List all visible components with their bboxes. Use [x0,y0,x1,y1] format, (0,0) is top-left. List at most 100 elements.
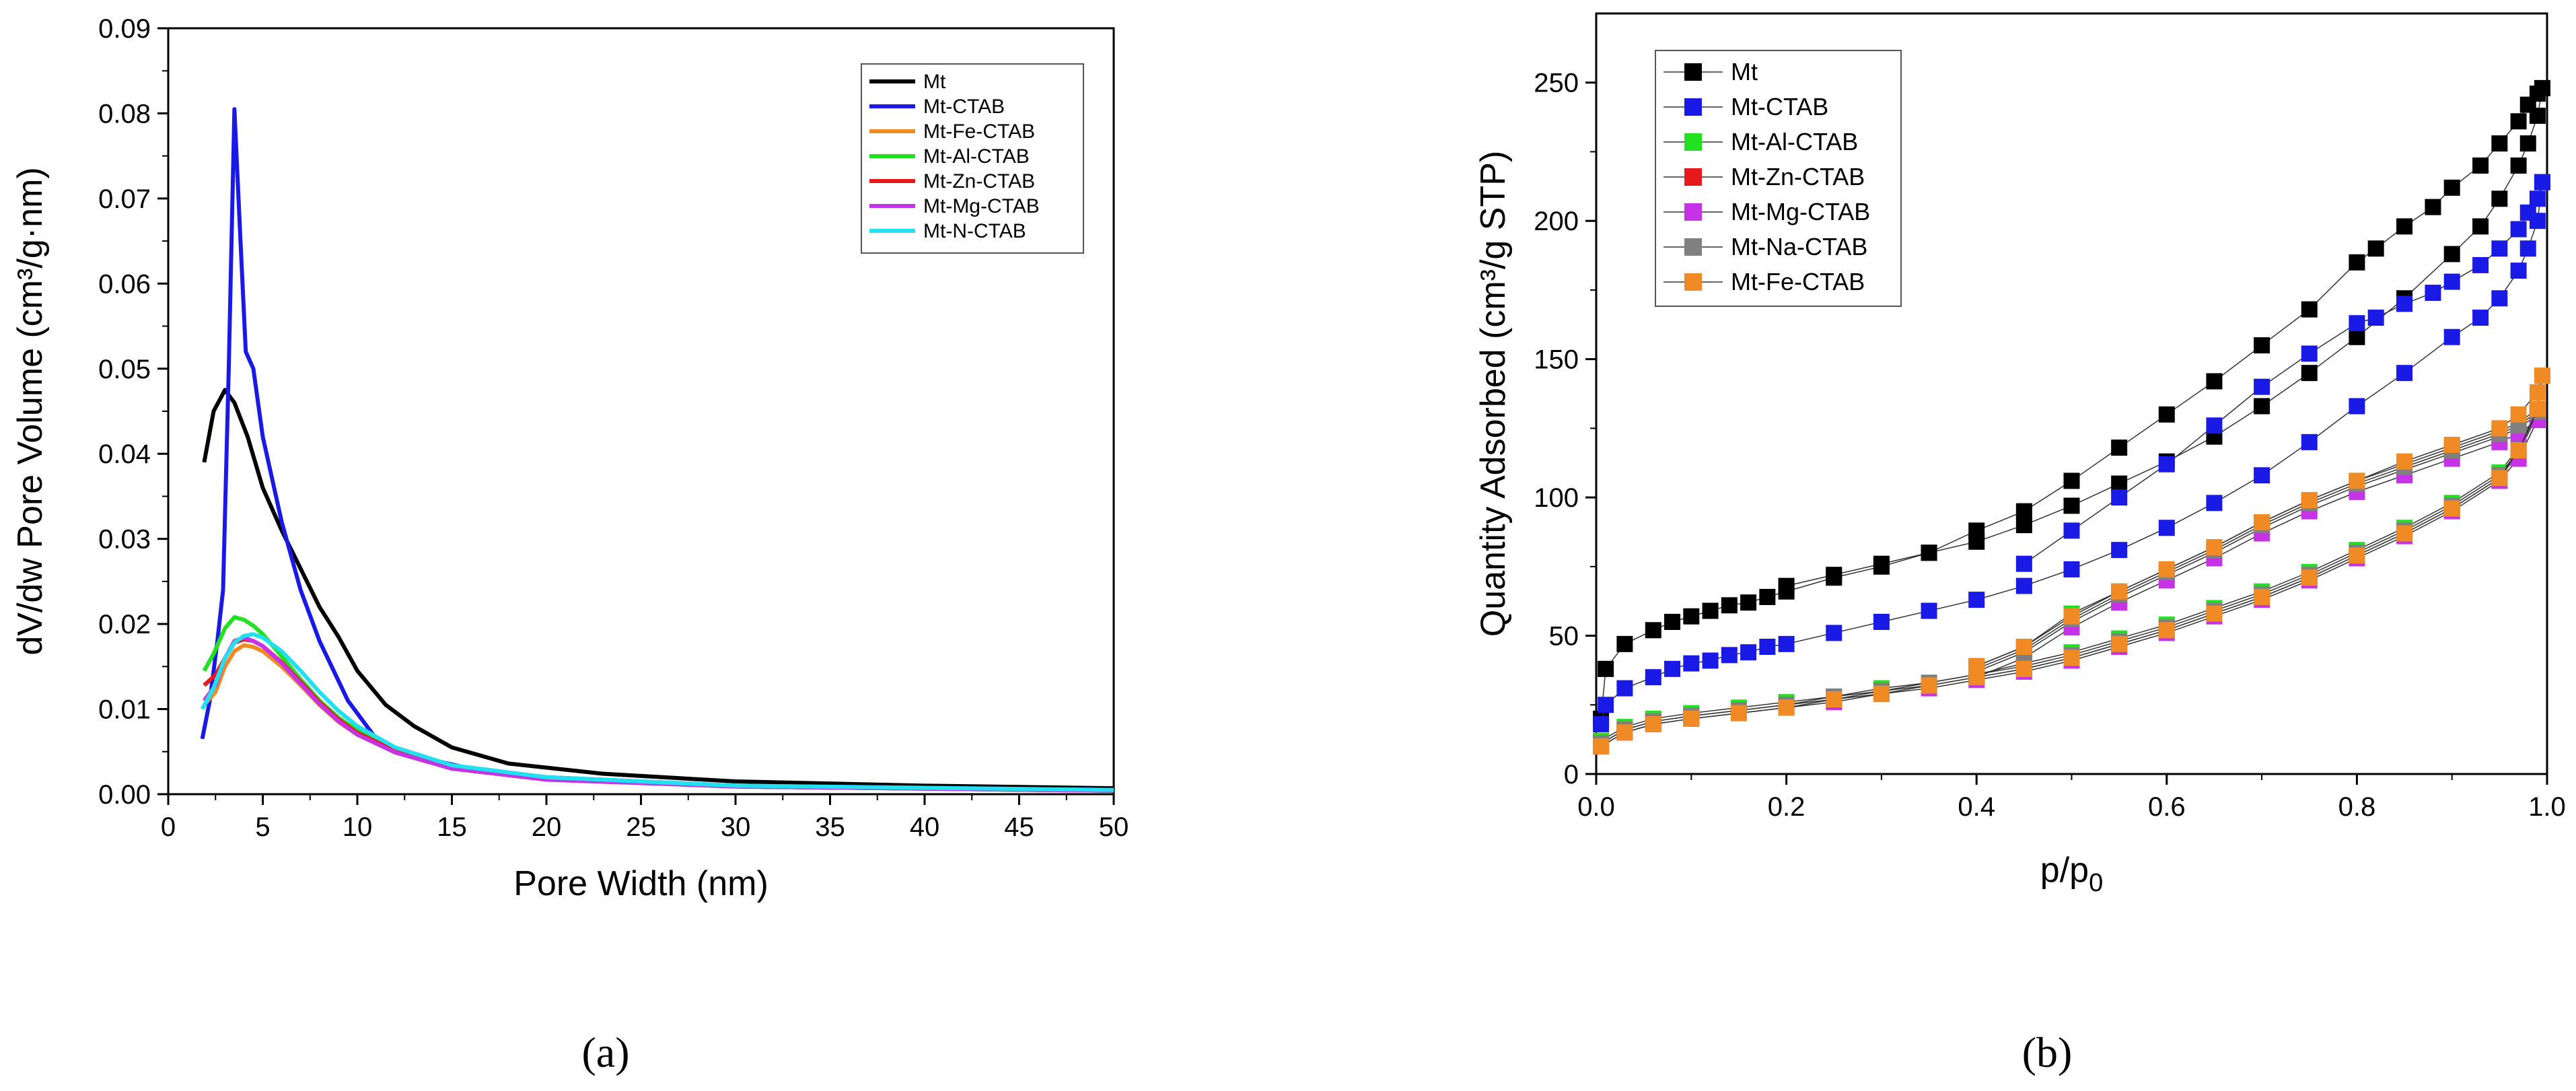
panel-a-x-tick-label: 25 [626,812,656,842]
legend-swatch-mt-ctab [1684,98,1702,116]
legend-swatch-mt-na-ctab [1684,238,1702,256]
panel-a-pore-size-chart: 0 5 10 15 20 25 30 35 40 45 50 0.00 0.01 0.02 0.03 0.04… [11,14,1129,903]
data-point-mt-adsorption [2254,398,2270,415]
panel-a-x-axis-title: Pore Width (nm) [513,864,768,903]
panel-a-x-tick-label: 40 [910,812,940,842]
data-point-mt-adsorption [2519,135,2536,152]
data-point-mt-adsorption [2349,328,2365,345]
panel-b-y-tick-label: 150 [1534,345,1579,375]
data-point-mt-fe-ctab-adsorption [2510,442,2527,459]
panel-a-y-axis-title: dV/dw Pore Volume (cm³/g·nm) [11,167,50,655]
panel-b-y-tick-label: 250 [1534,69,1579,98]
panel-a-y-tick-label: 0.07 [98,184,151,214]
panel-a-y-tick-label: 0.06 [98,269,151,299]
data-point-mt-desorption [1921,544,1937,561]
data-point-mt-fe-ctab-adsorption [2443,500,2460,517]
panel-b-y-axis-title: Quantity Adsorbed (cm³/g STP) [1474,151,1513,637]
data-point-mt-ctab-desorption [2425,285,2441,302]
data-point-mt-ctab-adsorption [1598,697,1614,713]
panel-b-series-group [1593,79,2550,754]
data-point-mt-ctab-desorption [2301,345,2318,362]
panel-a-x-tick-label: 35 [815,812,845,842]
data-point-mt-fe-ctab-desorption [2301,492,2318,509]
panel-b-y-tick-label: 100 [1534,483,1579,513]
data-point-mt-fe-ctab-adsorption [1730,705,1747,722]
data-point-mt-ctab-desorption [2529,190,2546,207]
data-point-mt-fe-ctab-desorption [1968,658,1985,674]
data-point-mt-fe-ctab-adsorption [2015,660,2032,677]
data-point-mt-ctab-adsorption [1921,602,1937,619]
legend-swatch-mt-fe-ctab [1684,273,1702,291]
panel-b-y-tick-label: 50 [1549,622,1579,652]
data-point-mt-ctab-adsorption [1778,635,1795,652]
data-point-mt-ctab-adsorption [2111,542,2128,559]
data-point-mt-ctab-adsorption [1683,655,1700,672]
legend-label-mt-mg-ctab: Mt-Mg-CTAB [1731,198,1870,225]
data-point-mt-desorption [2349,254,2365,271]
panel-b-x-axis-title-subscript: 0 [2089,869,2103,897]
data-point-mt-adsorption [2491,190,2508,207]
data-point-mt-ctab-desorption [2519,204,2536,221]
data-point-mt-desorption [1968,522,1985,539]
data-point-mt-fe-ctab-desorption [2254,514,2270,531]
data-point-mt-adsorption [2015,517,2032,534]
panel-a-y-tick-label: 0.04 [98,439,151,469]
legend-label-mt-n-ctab: Mt-N-CTAB [923,220,1026,242]
panel-a-x-tick-label: 30 [721,812,751,842]
legend-label-mt-al-ctab: Mt-Al-CTAB [923,145,1030,168]
data-point-mt-desorption [2301,301,2318,318]
panel-b-x-tick-label: 0.6 [2148,792,2186,822]
data-point-mt-fe-ctab-desorption [2063,608,2080,625]
data-point-mt-fe-ctab-adsorption [1593,738,1610,754]
panel-a-y-tick-label: 0.09 [98,14,151,44]
data-point-mt-adsorption [2301,365,2318,382]
data-point-mt-fe-ctab-desorption [2206,539,2223,556]
data-point-mt-fe-ctab-desorption [2015,638,2032,655]
panel-b-x-tick-label: 0.2 [1768,792,1805,822]
data-point-mt-ctab-adsorption [1664,660,1681,677]
data-point-mt-desorption [2158,406,2175,423]
data-point-mt-fe-ctab-desorption [2534,367,2550,384]
data-point-mt-desorption [2472,157,2489,174]
data-point-mt-desorption [2510,113,2527,130]
data-point-mt-ctab-desorption [2534,174,2550,190]
data-point-mt-ctab-adsorption [2491,290,2508,307]
data-point-mt-ctab-adsorption [2254,467,2270,484]
data-point-mt-ctab-desorption [2491,240,2508,257]
data-point-mt-desorption [1873,555,1890,572]
data-point-mt-fe-ctab-adsorption [1616,724,1633,741]
panel-a-x-tick-label: 50 [1099,812,1129,842]
legend-swatch-mt-mg-ctab [1684,203,1702,221]
data-point-mt-fe-ctab-adsorption [2111,635,2128,652]
panel-a-x-tick-label: 45 [1004,812,1034,842]
data-point-mt-fe-ctab-adsorption [2349,547,2365,564]
panel-b-x-axis-title-main: p/p [2040,851,2089,890]
data-point-mt-desorption [2425,199,2441,215]
data-point-mt-ctab-desorption [2396,295,2413,312]
data-point-mt-fe-ctab-adsorption [2254,589,2270,606]
data-point-mt-ctab-desorption [2015,555,2032,572]
data-point-mt-adsorption [1721,597,1738,614]
data-point-mt-adsorption [1616,635,1633,652]
legend-swatch-mt-al-ctab [1684,133,1702,151]
panel-a-y-tick-label: 0.03 [98,525,151,555]
data-point-mt-ctab-desorption [2472,256,2489,273]
data-point-mt-ctab-adsorption [2510,262,2527,279]
data-point-mt-fe-ctab-desorption [2111,583,2128,600]
data-point-mt-fe-ctab-adsorption [1645,716,1661,733]
panel-a-y-tick-label: 0.00 [98,780,151,810]
data-point-mt-fe-ctab-desorption [2443,437,2460,454]
data-point-mt-fe-ctab-adsorption [1826,691,1842,708]
data-point-mt-adsorption [2111,475,2128,492]
data-point-mt-ctab-adsorption [1593,716,1610,733]
data-point-mt-adsorption [1759,589,1776,606]
legend-label-mt-al-ctab: Mt-Al-CTAB [1731,128,1858,155]
series-line-mt-ctab-desorption [2024,182,2543,565]
panel-a-x-tick-label: 15 [437,812,467,842]
data-point-mt-ctab-adsorption [1759,638,1776,655]
legend-label-mt-zn-ctab: Mt-Zn-CTAB [1731,163,1865,190]
data-point-mt-ctab-adsorption [1616,680,1633,697]
data-point-mt-desorption [2367,240,2384,257]
data-point-mt-ctab-adsorption [2158,520,2175,536]
